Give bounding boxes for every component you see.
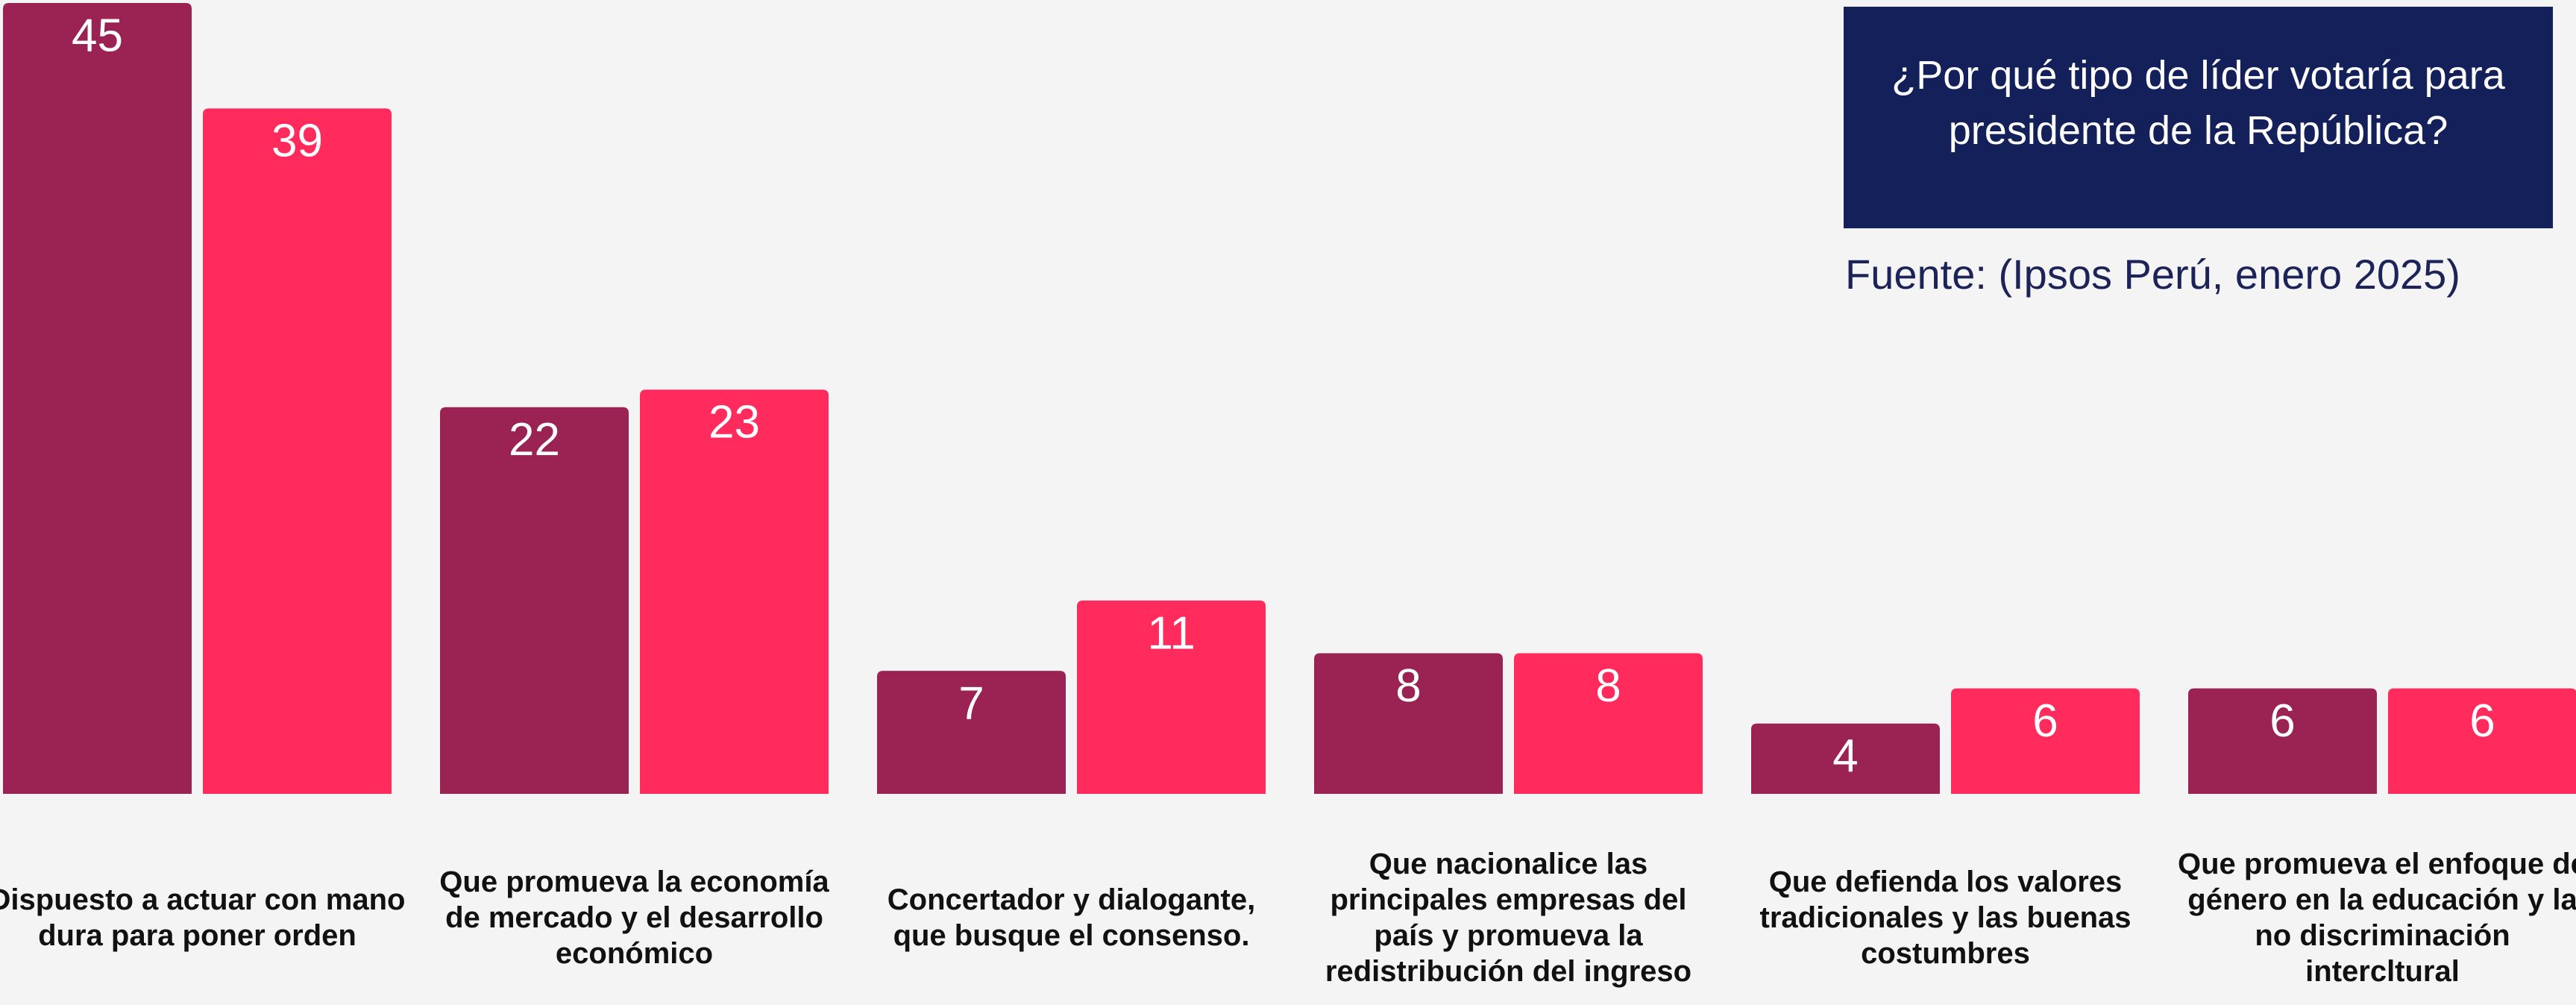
- bar: [1514, 653, 1703, 794]
- value-label: 22: [509, 414, 560, 466]
- value-label: 7: [958, 677, 984, 729]
- x-tick-label: Que promueva la economía de mercado y el…: [439, 865, 829, 970]
- value-label: 6: [2469, 695, 2495, 747]
- bar: [877, 671, 1066, 794]
- chart-title: ¿Por qué tipo de líder votaría para pres…: [1844, 7, 2553, 228]
- bar: [2388, 688, 2576, 794]
- bar: [440, 407, 629, 794]
- bar: [203, 108, 392, 795]
- x-tick-label: Dispuesto a actuar con mano dura para po…: [0, 883, 406, 952]
- value-label: 4: [1832, 730, 1858, 782]
- value-label: 6: [2269, 695, 2295, 747]
- bar: [640, 389, 829, 794]
- bar: [1314, 653, 1503, 794]
- value-label: 39: [271, 116, 323, 167]
- bar: [1077, 600, 1266, 794]
- value-label: 8: [1395, 660, 1421, 712]
- x-tick-label: Que defienda los valores tradicionales y…: [1759, 865, 2132, 970]
- bar: [1751, 723, 1940, 794]
- x-tick-label: Que promueva el enfoque de género en la …: [2177, 848, 2576, 988]
- bar: [2188, 688, 2377, 794]
- x-tick-label: Que nacionalice las principales empresas…: [1325, 848, 1692, 988]
- value-label: 45: [72, 10, 123, 61]
- bar: [1951, 688, 2140, 794]
- source-note: Fuente: (Ipsos Perú, enero 2025): [1845, 251, 2460, 298]
- value-label: 6: [2032, 695, 2058, 747]
- value-label: 23: [709, 397, 760, 448]
- value-label: 11: [1147, 607, 1195, 659]
- value-label: 8: [1595, 660, 1621, 712]
- x-tick-label: Concertador y dialogante, que busque el …: [887, 883, 1256, 952]
- bar: [3, 3, 192, 794]
